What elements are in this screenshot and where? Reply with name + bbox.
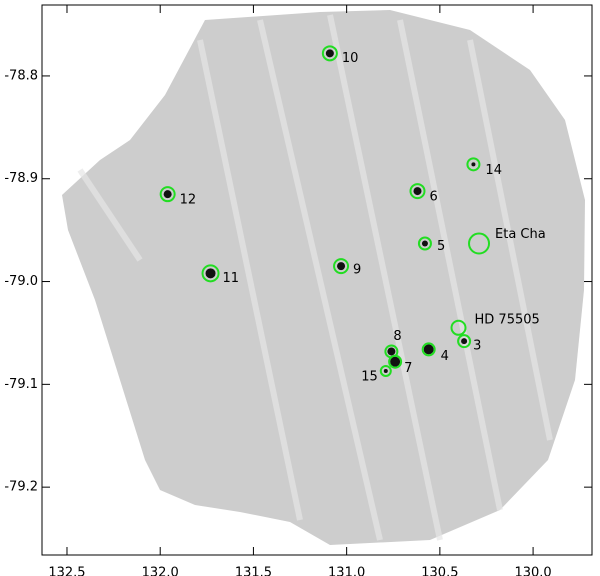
x-tick-label: 132.0 <box>142 566 179 576</box>
source-marker <box>457 334 472 349</box>
source-label: Eta Cha <box>495 227 546 242</box>
source-label: 7 <box>404 361 412 376</box>
source-marker <box>466 157 481 172</box>
x-tick-label: 131.5 <box>235 566 272 576</box>
source-marker <box>333 258 350 275</box>
source-label: 10 <box>342 51 359 66</box>
source-core <box>383 368 388 373</box>
x-tick-label: 132.5 <box>48 566 85 576</box>
source-core <box>423 344 434 355</box>
source-core <box>325 49 334 58</box>
y-tick-label: -79.1 <box>4 377 38 392</box>
source-marker <box>201 264 220 283</box>
x-tick-label: 130.5 <box>421 566 458 576</box>
field-of-view <box>62 10 585 545</box>
scan-stripes <box>77 14 553 541</box>
source-label: 8 <box>393 329 401 344</box>
source-core <box>413 187 422 196</box>
source-marker <box>321 45 338 62</box>
source-marker <box>417 236 432 251</box>
y-tick-label: -78.9 <box>4 171 38 186</box>
source-marker <box>468 232 491 255</box>
source-label: 5 <box>437 239 445 254</box>
source-core <box>421 240 428 247</box>
source-marker <box>450 319 467 336</box>
source-marker <box>379 364 392 377</box>
source-core <box>163 190 172 199</box>
sky-image <box>62 10 585 545</box>
source-core <box>337 262 346 271</box>
source-label: 4 <box>441 349 449 364</box>
source-label: 6 <box>429 190 437 205</box>
source-label: 11 <box>223 271 240 286</box>
y-tick-label: -79.0 <box>4 274 38 289</box>
source-label: 15 <box>361 369 378 384</box>
plot-frame <box>41 4 593 556</box>
source-core <box>390 356 401 367</box>
source-label: 14 <box>485 163 502 178</box>
source-marker <box>421 342 436 357</box>
source-label: HD 75505 <box>475 312 540 327</box>
source-core <box>205 268 216 279</box>
y-tick-label: -79.2 <box>4 480 38 495</box>
source-core <box>387 347 396 356</box>
source-label: 3 <box>473 339 481 354</box>
source-label: 9 <box>353 263 361 278</box>
x-tick-label: 131.0 <box>328 566 365 576</box>
source-core <box>461 338 468 345</box>
source-marker <box>409 183 426 200</box>
x-tick-label: 130.0 <box>514 566 551 576</box>
source-marker <box>388 354 403 369</box>
source-core <box>471 162 476 167</box>
source-marker <box>159 186 176 203</box>
y-tick-label: -78.8 <box>4 68 38 83</box>
source-label: 12 <box>180 193 197 208</box>
